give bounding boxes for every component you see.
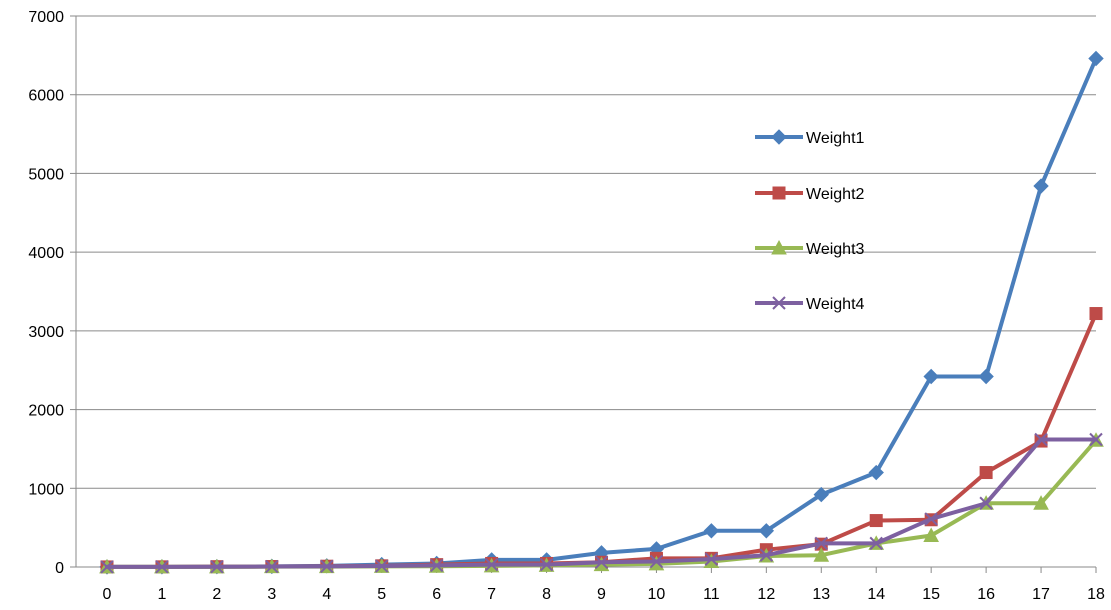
y-tick-label: 7000	[28, 9, 64, 26]
data-point	[1033, 495, 1049, 510]
y-tick-label: 2000	[28, 403, 64, 420]
legend: Weight1 Weight2 Weight3 Weight4	[755, 129, 865, 313]
data-point	[320, 559, 334, 574]
series-weight4	[100, 432, 1103, 574]
data-point	[429, 558, 444, 573]
legend-label: Weight4	[806, 296, 865, 313]
y-tick-label: 5000	[28, 166, 64, 183]
x-tick-label: 16	[977, 586, 995, 603]
data-point	[1089, 307, 1103, 321]
x-tick-label: 11	[703, 586, 720, 603]
legend-label: Weight1	[806, 130, 865, 147]
legend-entry: Weight1	[755, 129, 865, 147]
data-point	[265, 559, 279, 574]
data-point	[869, 514, 883, 528]
series-line	[105, 56, 1098, 569]
data-point	[759, 548, 774, 562]
x-tick-label: 14	[867, 586, 885, 603]
legend-entry: Weight4	[755, 296, 865, 313]
data-point	[869, 536, 883, 551]
y-tick-label: 1000	[28, 481, 64, 498]
legend-marker	[771, 239, 787, 255]
x-tick-label: 6	[432, 586, 441, 603]
x-tick-label: 2	[212, 586, 221, 603]
x-tick-label: 10	[648, 586, 666, 603]
x-tick-label: 9	[597, 586, 606, 603]
y-tick-label: 0	[55, 560, 64, 577]
x-tick-label: 17	[1032, 586, 1050, 603]
data-point	[1033, 178, 1049, 194]
data-point	[594, 555, 609, 569]
data-point	[814, 536, 828, 551]
x-tick-label: 4	[322, 586, 331, 603]
data-point	[703, 523, 720, 539]
legend-label: Weight3	[806, 241, 865, 258]
x-tick-label: 5	[377, 586, 386, 603]
data-point	[1089, 432, 1103, 447]
legend-marker	[771, 129, 787, 145]
data-point	[375, 559, 389, 573]
data-point	[979, 466, 993, 480]
x-tick-label: 0	[103, 586, 112, 603]
y-axis-ticks: 0 1000 2000 3000 4000 5000 6000 7000	[28, 9, 76, 577]
data-point	[813, 486, 829, 503]
data-point	[210, 560, 224, 574]
x-tick-label: 12	[757, 586, 775, 603]
data-point	[539, 557, 554, 572]
data-point	[1088, 50, 1104, 67]
x-tick-label: 15	[922, 586, 940, 603]
data-point	[923, 527, 940, 543]
data-point	[155, 560, 169, 574]
data-point	[649, 554, 664, 569]
data-point	[704, 552, 719, 566]
legend-label: Weight2	[806, 186, 865, 203]
data-point	[813, 547, 830, 562]
x-tick-label: 8	[542, 586, 551, 603]
data-point	[758, 523, 775, 539]
data-point	[978, 368, 994, 385]
data-point	[100, 560, 114, 574]
x-tick-label: 18	[1087, 586, 1105, 603]
legend-entry: Weight2	[755, 186, 865, 203]
data-point	[484, 557, 499, 572]
data-point	[979, 496, 993, 510]
y-tick-label: 6000	[28, 88, 64, 105]
series-group	[99, 50, 1104, 575]
x-tick-label: 1	[157, 586, 166, 603]
data-point	[1034, 432, 1048, 447]
grid-lines	[76, 15, 1096, 489]
x-tick-label: 13	[812, 586, 830, 603]
series-weight1	[99, 50, 1104, 575]
legend-marker	[772, 186, 786, 200]
x-tick-label: 3	[267, 586, 276, 603]
y-tick-label: 4000	[28, 245, 64, 262]
data-point	[924, 512, 938, 526]
series-line	[105, 311, 1098, 569]
legend-marker	[772, 296, 786, 310]
x-axis-ticks: 0 1 2 3 4 5 6 7 8 9 10 11 12 13 14 15 16 17 18	[103, 567, 1105, 603]
legend-entry: Weight3	[755, 239, 865, 258]
y-tick-label: 3000	[28, 324, 64, 341]
data-point	[868, 464, 884, 481]
data-point	[923, 368, 939, 385]
x-tick-label: 7	[487, 586, 496, 603]
series-weight2	[100, 307, 1103, 574]
axes	[75, 16, 1096, 568]
